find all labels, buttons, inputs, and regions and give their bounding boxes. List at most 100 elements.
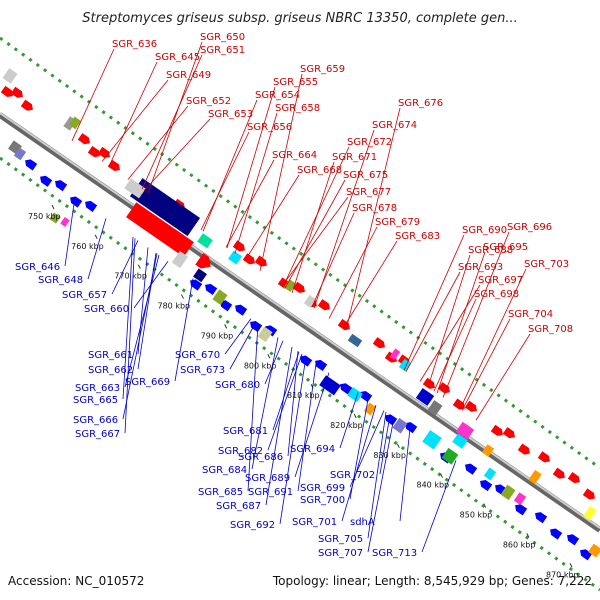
gene-leader-sgr_665 (122, 236, 134, 400)
reverse-gene-5 (190, 279, 203, 291)
gene-leader-sdha (399, 428, 411, 522)
large-gene-navy (129, 178, 201, 237)
gene-leader-sgr_696 (442, 231, 510, 398)
gene-label-sgr_688: SGR_688 (468, 245, 513, 256)
gene-leader-sgr_697 (419, 284, 481, 382)
reverse-gene-24 (567, 534, 580, 546)
gene-olive-5-shape (49, 212, 61, 224)
tick-label-10: 850 kbp (460, 511, 493, 520)
gene-label-sgr_649: SGR_649 (166, 70, 211, 81)
tick-label-8: 830 kbp (373, 451, 406, 460)
accession-text: Accession: NC_010572 (8, 574, 144, 588)
tick-mark-12 (569, 563, 573, 568)
forward-gene-13-shape (292, 281, 305, 293)
gene-grey-2 (2, 68, 18, 84)
reverse-gene-13 (340, 383, 353, 395)
gene-label-sgr_657: SGR_657 (62, 290, 107, 301)
tick-mark-8 (396, 443, 400, 449)
gene-label-sgr_696: SGR_696 (507, 222, 552, 233)
reverse-gene-5-shape (190, 279, 203, 291)
forward-gene-9-shape (232, 240, 245, 252)
gene-label-sgr_660: SGR_660 (84, 304, 129, 315)
forward-gene-10 (242, 253, 255, 265)
gene-orange-1-shape (481, 444, 495, 457)
reverse-gene-9-shape (250, 320, 263, 333)
gene-olive-2-shape (283, 279, 297, 292)
gene-label-sgr_645: SGR_645 (155, 52, 200, 63)
reverse-gene-16-shape (405, 422, 418, 434)
gene-olive-3 (212, 289, 228, 305)
reverse-gene-1-shape (40, 175, 53, 187)
gene-navy-2-shape (193, 268, 207, 283)
reverse-gene-23-shape (550, 528, 563, 540)
gene-leader-sgr_695 (436, 251, 486, 394)
forward-gene-27-shape (537, 451, 550, 463)
forward-gene-29-shape (567, 472, 580, 484)
gene-magenta-4 (60, 216, 70, 227)
gene-label-sgr_662: SGR_662 (88, 365, 133, 376)
reverse-gene-2-shape (55, 180, 68, 192)
gene-leader-sgr_703 (459, 268, 527, 410)
gene-magenta-4-shape (60, 216, 70, 227)
gene-leader-sgr_656 (200, 131, 250, 231)
forward-gene-22 (452, 398, 465, 410)
forward-gene-24 (490, 424, 503, 436)
reverse-gene-23 (550, 528, 563, 540)
reverse-gene-21 (515, 504, 528, 516)
gene-yellow-1 (583, 505, 597, 521)
tick-label-3: 780 kbp (158, 302, 191, 311)
gene-leader-sgr_664 (225, 159, 275, 248)
gene-leader-sgr_671 (291, 161, 335, 294)
gene-violet-1 (13, 147, 27, 161)
gene-magenta-2 (455, 421, 475, 440)
gene-leader-sgr_694 (339, 392, 359, 449)
gene-orange-1 (481, 444, 495, 457)
forward-gene-10-shape (242, 253, 255, 265)
gene-label-sgr_659: SGR_659 (300, 64, 345, 75)
gene-leader-sgr_685 (247, 323, 259, 492)
reverse-gene-8-shape (235, 304, 248, 316)
gene-label-sgr_671: SGR_671 (332, 152, 377, 163)
reverse-gene-3 (70, 196, 83, 208)
forward-gene-27 (537, 451, 550, 463)
gene-leader-sgr_688 (427, 254, 471, 388)
gene-olive-5 (49, 212, 61, 224)
gene-violet-1-shape (13, 147, 27, 161)
gene-leader-sgr_701 (341, 404, 377, 522)
large-gene-red (126, 202, 194, 257)
gene-grey-7 (171, 250, 189, 269)
map-title: Streptomyces griseus subsp. griseus NBRC… (82, 11, 517, 26)
tick-mark-4 (224, 324, 228, 329)
forward-gene-30-shape (582, 488, 595, 500)
forward-gene-26-shape (517, 443, 530, 455)
gene-cyan-2-shape (228, 250, 242, 265)
gene-leader-sgr_692 (279, 356, 307, 525)
gene-leader-sgr_675 (284, 179, 346, 289)
gene-leader-sgr_646 (64, 196, 76, 267)
gene-label-sgr_651: SGR_651 (200, 45, 245, 56)
gene-label-sgr_670: SGR_670 (175, 350, 220, 361)
inner-bottom-dotted-border (0, 156, 600, 592)
gene-yellow-1-shape (583, 505, 597, 521)
forward-gene-1 (10, 86, 23, 98)
gene-label-sgr_668: SGR_668 (297, 165, 342, 176)
gene-label-sgr_697: SGR_697 (478, 275, 523, 286)
forward-gene-0-shape (0, 85, 13, 97)
gene-blue-2-shape (319, 375, 341, 396)
tick-mark-10 (483, 503, 487, 508)
reverse-gene-9 (250, 320, 263, 333)
gene-leader-sgr_650 (147, 41, 203, 194)
forward-gene-24-shape (490, 424, 503, 436)
reverse-gene-7 (220, 300, 233, 312)
gene-label-sgr_692: SGR_692 (230, 520, 275, 531)
reverse-gene-0-shape (25, 159, 38, 171)
gene-orange-3 (363, 402, 377, 416)
gene-leader-sgr_667 (124, 238, 136, 434)
gene-leader-sgr_649 (101, 79, 169, 162)
gene-leader-sgr_707 (367, 417, 395, 553)
gene-leader-sgr_663 (124, 254, 160, 388)
forward-gene-4-shape (87, 146, 100, 158)
forward-gene-17 (372, 337, 385, 349)
forward-gene-2 (20, 99, 33, 111)
gene-label-sgr_703: SGR_703 (524, 259, 569, 270)
